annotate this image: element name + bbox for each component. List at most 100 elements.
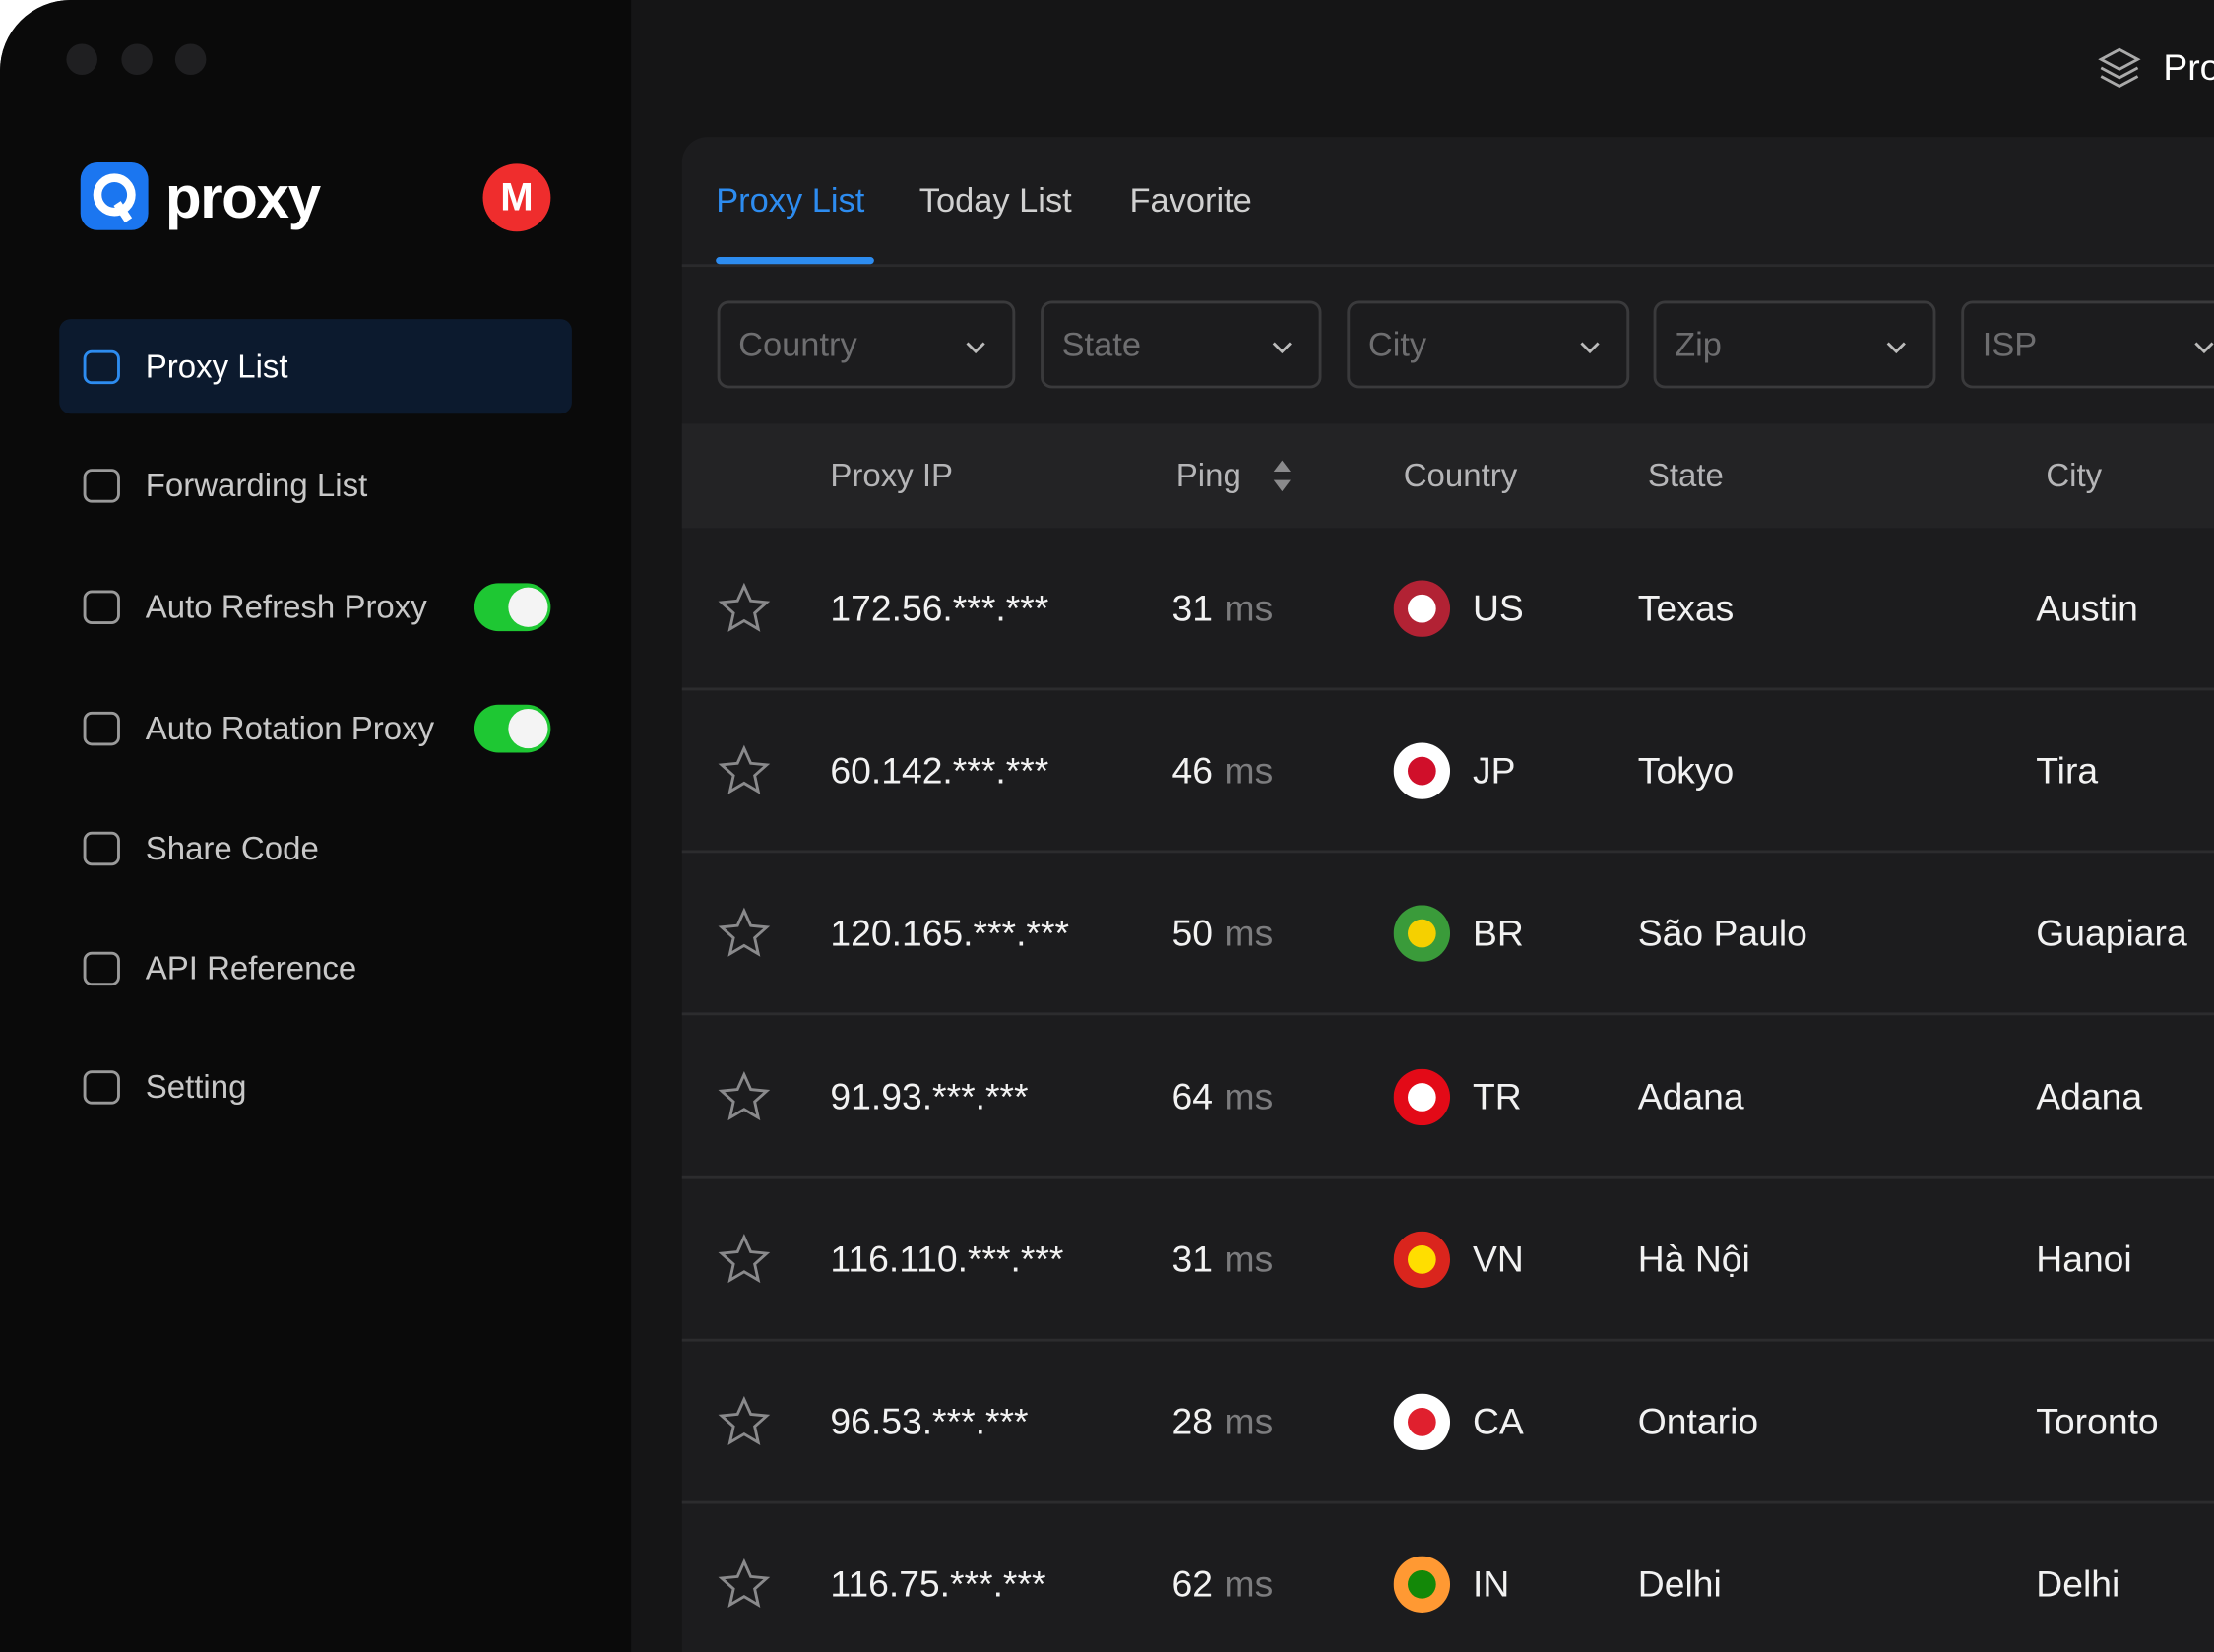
ping-unit: ms bbox=[1224, 1400, 1274, 1443]
favorite-star[interactable] bbox=[718, 1070, 772, 1131]
window-dot[interactable] bbox=[66, 43, 97, 76]
city: Adana bbox=[2036, 1074, 2143, 1117]
filter-label: City bbox=[1367, 326, 1427, 365]
filter-dropdown[interactable] bbox=[1653, 300, 1936, 389]
column-header[interactable]: State bbox=[1647, 456, 1724, 494]
ping: 31 bbox=[1171, 586, 1213, 629]
filter-dropdown[interactable] bbox=[717, 300, 1016, 389]
column-header[interactable]: Country bbox=[1403, 456, 1518, 494]
window-dot[interactable] bbox=[174, 43, 207, 76]
filter-dropdown[interactable] bbox=[1041, 300, 1322, 389]
chevron bbox=[962, 333, 990, 368]
row-divider bbox=[681, 1175, 2214, 1179]
row-divider bbox=[681, 1500, 2214, 1504]
nav-label[interactable]: Auto Refresh Proxy bbox=[145, 588, 427, 625]
proxy-ip: 116.110.***.*** bbox=[830, 1237, 1064, 1280]
nav-label[interactable]: Forwarding List bbox=[145, 467, 368, 504]
filter-label: Country bbox=[738, 326, 857, 365]
country-code: VN bbox=[1472, 1237, 1524, 1280]
state: Tokyo bbox=[1637, 749, 1735, 793]
row-divider bbox=[681, 687, 2214, 691]
nav-label[interactable]: Auto Rotation Proxy bbox=[145, 709, 435, 747]
toggle-knob bbox=[508, 709, 548, 749]
tab[interactable]: Today List bbox=[918, 182, 1072, 221]
nav-icon bbox=[81, 828, 123, 877]
row-divider bbox=[681, 850, 2214, 854]
tab-divider bbox=[681, 264, 2214, 268]
column-header[interactable]: Ping bbox=[1175, 456, 1241, 494]
country-code: IN bbox=[1472, 1562, 1510, 1606]
favorite-star[interactable] bbox=[718, 907, 772, 968]
toggle-knob bbox=[508, 587, 548, 627]
proxy-ip: 120.165.***.*** bbox=[830, 912, 1069, 955]
country-code: TR bbox=[1472, 1074, 1522, 1117]
tab-underline bbox=[716, 257, 874, 265]
favorite-star[interactable] bbox=[718, 744, 772, 805]
ping-unit: ms bbox=[1224, 749, 1274, 793]
nav-icon bbox=[81, 465, 123, 514]
filter-dropdown[interactable] bbox=[1347, 300, 1630, 389]
nav-icon bbox=[81, 947, 123, 996]
state: Delhi bbox=[1637, 1562, 1722, 1606]
city: Delhi bbox=[2036, 1562, 2120, 1606]
row-divider bbox=[681, 1338, 2214, 1342]
table-header bbox=[681, 423, 2214, 529]
state: São Paulo bbox=[1637, 912, 1807, 955]
state: Ontario bbox=[1637, 1400, 1759, 1443]
nav-icon bbox=[81, 346, 123, 395]
chevron bbox=[1882, 333, 1911, 368]
flag bbox=[1393, 1068, 1451, 1132]
window-dot[interactable] bbox=[121, 43, 153, 76]
tab[interactable]: Favorite bbox=[1129, 182, 1252, 221]
state: Adana bbox=[1637, 1074, 1744, 1117]
column-header[interactable]: City bbox=[2046, 456, 2103, 494]
tab[interactable]: Proxy List bbox=[716, 182, 865, 221]
proxy-ip: 91.93.***.*** bbox=[830, 1074, 1029, 1117]
proxy-ip: 172.56.***.*** bbox=[830, 586, 1049, 629]
favorite-star[interactable] bbox=[718, 1395, 772, 1456]
nav-active-bg bbox=[59, 319, 572, 414]
city: Guapiara bbox=[2036, 912, 2187, 955]
city: Tira bbox=[2036, 749, 2099, 793]
ping: 64 bbox=[1171, 1074, 1213, 1117]
chevron bbox=[1576, 333, 1605, 368]
filter-dropdown[interactable] bbox=[1961, 300, 2214, 389]
ping: 50 bbox=[1171, 912, 1213, 955]
country-code: BR bbox=[1472, 912, 1524, 955]
favorite-star[interactable] bbox=[718, 1233, 772, 1294]
city: Austin bbox=[2036, 586, 2138, 629]
ping-unit: ms bbox=[1224, 1562, 1274, 1606]
sidebar bbox=[0, 0, 632, 1652]
nav-label[interactable]: Share Code bbox=[145, 829, 319, 866]
nav-label[interactable]: Setting bbox=[145, 1068, 247, 1106]
logo-icon bbox=[80, 161, 149, 230]
column-header[interactable]: Proxy IP bbox=[830, 456, 954, 494]
ping: 28 bbox=[1171, 1400, 1213, 1443]
flag bbox=[1393, 580, 1451, 645]
proxy-ip: 116.75.***.*** bbox=[830, 1562, 1046, 1606]
chevron bbox=[1268, 333, 1297, 368]
country-code: US bbox=[1472, 586, 1524, 629]
country-code: JP bbox=[1472, 749, 1516, 793]
ping: 62 bbox=[1171, 1562, 1213, 1606]
filter-label: State bbox=[1061, 326, 1141, 365]
flag bbox=[1393, 905, 1451, 970]
city: Toronto bbox=[2036, 1400, 2159, 1443]
favorite-star[interactable] bbox=[718, 1557, 772, 1619]
filter-label: Zip bbox=[1675, 326, 1722, 365]
favorite-star[interactable] bbox=[718, 582, 772, 643]
proxy-ip: 96.53.***.*** bbox=[830, 1400, 1029, 1443]
nav-label[interactable]: Proxy List bbox=[145, 348, 288, 385]
avatar[interactable]: M bbox=[482, 163, 551, 232]
nav-icon bbox=[81, 708, 123, 757]
ping-unit: ms bbox=[1224, 912, 1274, 955]
ping-unit: ms bbox=[1224, 586, 1274, 629]
nav-label[interactable]: API Reference bbox=[145, 949, 357, 986]
layers-icon bbox=[2098, 47, 2141, 89]
top-title: Pro bbox=[2163, 45, 2214, 89]
panel bbox=[681, 137, 2214, 1652]
ping: 31 bbox=[1171, 1237, 1213, 1280]
flag bbox=[1393, 1231, 1451, 1295]
